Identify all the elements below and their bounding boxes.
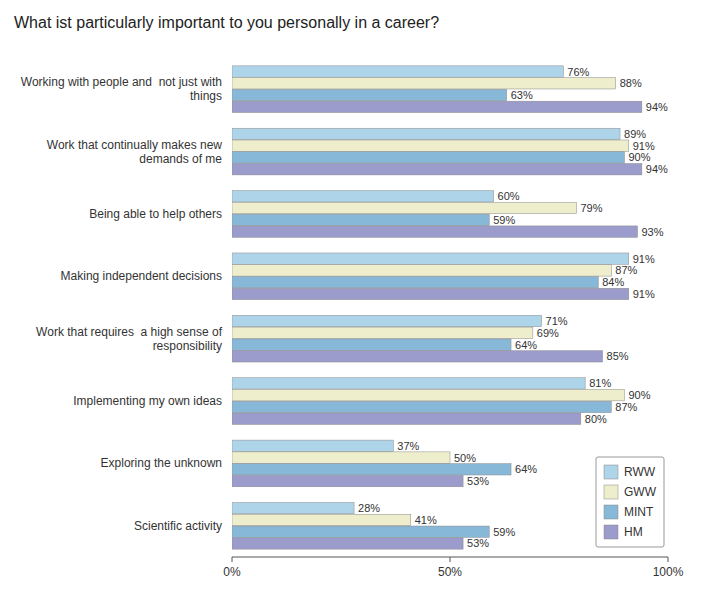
data-label: 59% [493,214,515,226]
data-label: 63% [511,89,533,101]
x-tick-label: 50% [438,565,462,579]
data-label: 64% [515,339,537,351]
category-label: Making independent decisions [61,269,222,283]
x-tick [668,557,669,562]
bar [232,452,450,463]
data-label: 71% [546,315,568,327]
bar [232,288,629,299]
data-label: 53% [467,475,489,487]
data-label: 76% [567,66,589,78]
bar [232,315,542,326]
data-label: 94% [646,163,668,175]
x-tick [232,557,233,562]
data-label: 37% [397,440,419,452]
bar [232,514,411,525]
bar [232,339,511,350]
data-labels: 76% 89% 60% 91% 71% 81% 37% 28% 88% 91% 79% 87% 69% 9… [358,66,668,550]
data-label: 64% [515,463,537,475]
data-label: 84% [602,276,624,288]
bar [232,277,598,288]
data-label: 87% [615,264,637,276]
bar [232,191,494,202]
bar [232,226,637,237]
bar [232,378,585,389]
bar [232,327,533,338]
bar [232,464,511,475]
data-label: 87% [615,401,637,413]
data-label: 80% [585,413,607,425]
bar [232,351,603,362]
bar [232,214,489,225]
category-label: Working with people and not just withthi… [21,75,222,103]
data-label: 90% [628,389,650,401]
category-label: Exploring the unknown [101,456,222,470]
category-label: Implementing my own ideas [73,394,222,408]
legend-label: GWW [624,485,657,499]
bars [232,66,642,549]
legend-swatch [604,465,618,479]
category-label: Scientific activity [134,519,222,533]
data-label: 53% [467,537,489,549]
category-label: Work that requires a high sense ofrespon… [36,325,223,353]
legend: RWW GWW MINT HM [596,457,664,547]
data-label: 93% [641,226,663,238]
data-label: 69% [537,327,559,339]
bar [232,140,629,151]
bar [232,89,507,100]
x-tick-label: 0% [223,565,241,579]
chart: What ist particularly important to you p… [0,0,708,605]
data-label: 91% [633,288,655,300]
bar [232,101,642,112]
bar [232,390,624,401]
bar [232,128,620,139]
data-label: 79% [580,202,602,214]
category-label: Being able to help others [89,207,222,221]
title: What ist particularly important to you p… [14,14,439,31]
legend-label: RWW [624,465,656,479]
legend-frame [596,457,664,547]
legend-label: HM [624,525,643,539]
data-label: 89% [624,128,646,140]
data-label: 60% [498,190,520,202]
bar [232,502,354,513]
x-tick-label: 100% [653,565,684,579]
data-label: 88% [620,77,642,89]
data-label: 91% [633,140,655,152]
bar [232,526,489,537]
bar [232,253,629,264]
x-tick [450,557,451,562]
bar [232,78,616,89]
legend-swatch [604,485,618,499]
data-label: 94% [646,101,668,113]
bar [232,202,576,213]
category-label: Work that continually makes newdemands o… [47,138,223,166]
data-label: 50% [454,452,476,464]
data-label: 90% [628,151,650,163]
bar [232,152,624,163]
bar [232,413,581,424]
data-label: 91% [633,253,655,265]
data-label: 41% [415,514,437,526]
legend-swatch [604,525,618,539]
legend-swatch [604,505,618,519]
bar [232,66,563,77]
bar [232,401,611,412]
data-label: 59% [493,526,515,538]
data-label: 81% [589,377,611,389]
data-label: 85% [607,350,629,362]
bar [232,440,393,451]
legend-label: MINT [624,505,654,519]
bar [232,538,463,549]
bar [232,164,642,175]
bar [232,265,611,276]
bar [232,475,463,486]
data-label: 28% [358,502,380,514]
